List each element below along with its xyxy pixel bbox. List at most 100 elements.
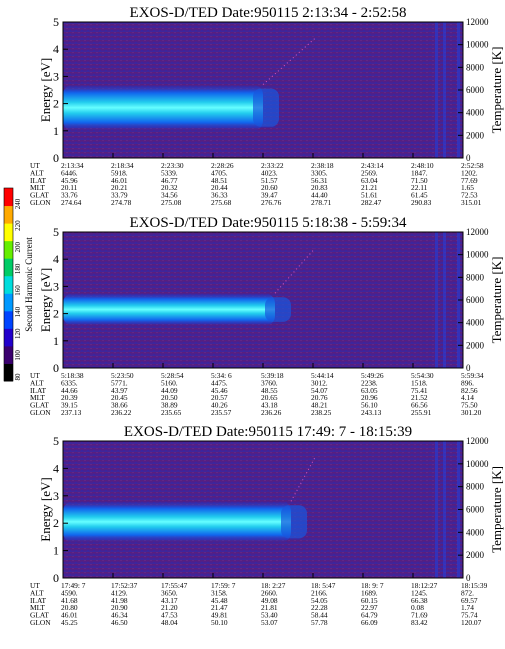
table-cell: 274.78 bbox=[111, 198, 132, 207]
table-cell: 20.50 bbox=[161, 393, 178, 402]
table-cell: 48.51 bbox=[211, 176, 228, 185]
emission-band bbox=[63, 501, 291, 543]
table-cell: 276.76 bbox=[261, 198, 282, 207]
table-cell: 61.45 bbox=[411, 191, 428, 200]
table-cell: 63.04 bbox=[361, 176, 378, 185]
ephemeris-table: UT 17:49: 7 17:52:37 17:55:47 17:59: 7 18: 2:… bbox=[30, 581, 488, 627]
table-cell: 71.50 bbox=[411, 176, 428, 185]
vertical-streak bbox=[443, 232, 446, 368]
table-cell: 43.18 bbox=[261, 401, 278, 410]
panel-title: EXOS-D/TED Date:950115 2:13:34 - 2:52:58 bbox=[130, 5, 407, 21]
table-cell: 1.65 bbox=[461, 183, 474, 192]
table-cell: 46.50 bbox=[111, 618, 128, 627]
table-cell: 20.60 bbox=[261, 183, 278, 192]
table-cell: 83.42 bbox=[411, 618, 428, 627]
table-cell: 1.74 bbox=[461, 603, 474, 612]
table-row-label: GLAT bbox=[30, 611, 49, 620]
emission-band bbox=[63, 293, 275, 326]
table-cell: 4.14 bbox=[461, 393, 474, 402]
ytick-label: 1 bbox=[53, 334, 59, 348]
ytick-right-label: 0 bbox=[466, 573, 471, 583]
table-cell: 38.89 bbox=[161, 401, 178, 410]
ytick-label: 2 bbox=[53, 307, 59, 321]
vertical-streak bbox=[443, 441, 446, 578]
y-axis-label: Energy [eV] bbox=[38, 58, 53, 122]
table-cell: 17:49: 7 bbox=[61, 581, 86, 590]
emission-band-tail bbox=[265, 297, 291, 322]
table-cell: 0.08 bbox=[411, 603, 424, 612]
vertical-streak bbox=[435, 441, 438, 578]
table-cell: 290.83 bbox=[411, 198, 432, 207]
table-cell: 48.55 bbox=[261, 386, 278, 395]
table-cell: 21.47 bbox=[211, 603, 228, 612]
colorbar-frame bbox=[3, 187, 14, 382]
table-row-label: ILAT bbox=[30, 386, 46, 395]
table-cell: 22.11 bbox=[411, 183, 428, 192]
table-cell: 18: 2:27 bbox=[261, 581, 286, 590]
table-cell: 243.13 bbox=[361, 408, 382, 417]
table-cell: 50.10 bbox=[211, 618, 228, 627]
ytick-right-label: 10000 bbox=[466, 459, 489, 469]
table-cell: 2:13:34 bbox=[61, 161, 84, 170]
table-row-label: UT bbox=[30, 581, 40, 590]
table-cell: 2:48:10 bbox=[411, 161, 434, 170]
table-cell: 5339. bbox=[161, 168, 178, 177]
table-cell: 69.57 bbox=[461, 596, 478, 605]
vertical-streak bbox=[435, 232, 438, 368]
table-cell: 77.69 bbox=[461, 176, 478, 185]
table-cell: 872. bbox=[461, 588, 474, 597]
table-cell: 3760. bbox=[261, 378, 278, 387]
table-cell: 48.21 bbox=[311, 401, 328, 410]
ytick-right-label: 10000 bbox=[466, 250, 489, 260]
table-cell: 18: 5:47 bbox=[311, 581, 336, 590]
ytick-right-label: 8000 bbox=[466, 482, 485, 492]
table-cell: 20.65 bbox=[261, 393, 278, 402]
vertical-streak bbox=[443, 22, 446, 158]
table-cell: 60.15 bbox=[361, 596, 378, 605]
table-row-label: GLON bbox=[30, 618, 51, 627]
table-cell: 48.04 bbox=[161, 618, 178, 627]
y-axis-label: Energy [eV] bbox=[38, 268, 53, 332]
table-cell: 66.56 bbox=[411, 401, 428, 410]
emission-band-tail bbox=[253, 88, 279, 127]
table-cell: 237.13 bbox=[61, 408, 82, 417]
table-cell: 53.07 bbox=[261, 618, 278, 627]
colorbar-swatch bbox=[4, 328, 13, 347]
table-cell: 2:33:22 bbox=[261, 161, 284, 170]
table-cell: 2:23:30 bbox=[161, 161, 184, 170]
table-cell: 33.76 bbox=[61, 191, 78, 200]
ytick-label: 2 bbox=[53, 97, 59, 111]
y-axis-right-label: Temperature [K] bbox=[489, 257, 504, 344]
table-cell: 236.22 bbox=[111, 408, 132, 417]
table-cell: 20.39 bbox=[61, 393, 78, 402]
table-cell: 282.47 bbox=[361, 198, 382, 207]
table-cell: 58.44 bbox=[311, 611, 328, 620]
table-row-label: MLT bbox=[30, 603, 45, 612]
colorbar-tick-label: 120 bbox=[14, 328, 22, 339]
colorbar-tick-label: 180 bbox=[14, 263, 22, 274]
emission-band bbox=[63, 84, 263, 131]
table-cell: 20.83 bbox=[311, 183, 328, 192]
table-cell: 4475. bbox=[211, 378, 228, 387]
table-cell: 71.69 bbox=[411, 611, 428, 620]
colorbar-tick-label: 240 bbox=[14, 198, 22, 209]
table-cell: 5:54:30 bbox=[411, 371, 434, 380]
table-cell: 45.46 bbox=[211, 386, 228, 395]
ytick-label: 0 bbox=[53, 151, 59, 165]
table-cell: 120.07 bbox=[461, 618, 482, 627]
table-cell: 38.66 bbox=[111, 401, 128, 410]
table-cell: 5160. bbox=[161, 378, 178, 387]
table-cell: 235.57 bbox=[211, 408, 232, 417]
table-cell: 6446. bbox=[61, 168, 78, 177]
table-cell: 235.65 bbox=[161, 408, 182, 417]
table-cell: 46.01 bbox=[61, 611, 78, 620]
ytick-right-label: 6000 bbox=[466, 505, 485, 515]
table-cell: 4705. bbox=[211, 168, 228, 177]
table-cell: 238.25 bbox=[311, 408, 332, 417]
table-cell: 34.56 bbox=[161, 191, 178, 200]
colorbar-swatch bbox=[4, 345, 13, 364]
colorbar-label: Second Harmonic Current bbox=[24, 237, 34, 332]
table-cell: 5:18:38 bbox=[61, 371, 84, 380]
ytick-right-label: 2000 bbox=[466, 340, 485, 350]
table-cell: 1202. bbox=[461, 168, 478, 177]
